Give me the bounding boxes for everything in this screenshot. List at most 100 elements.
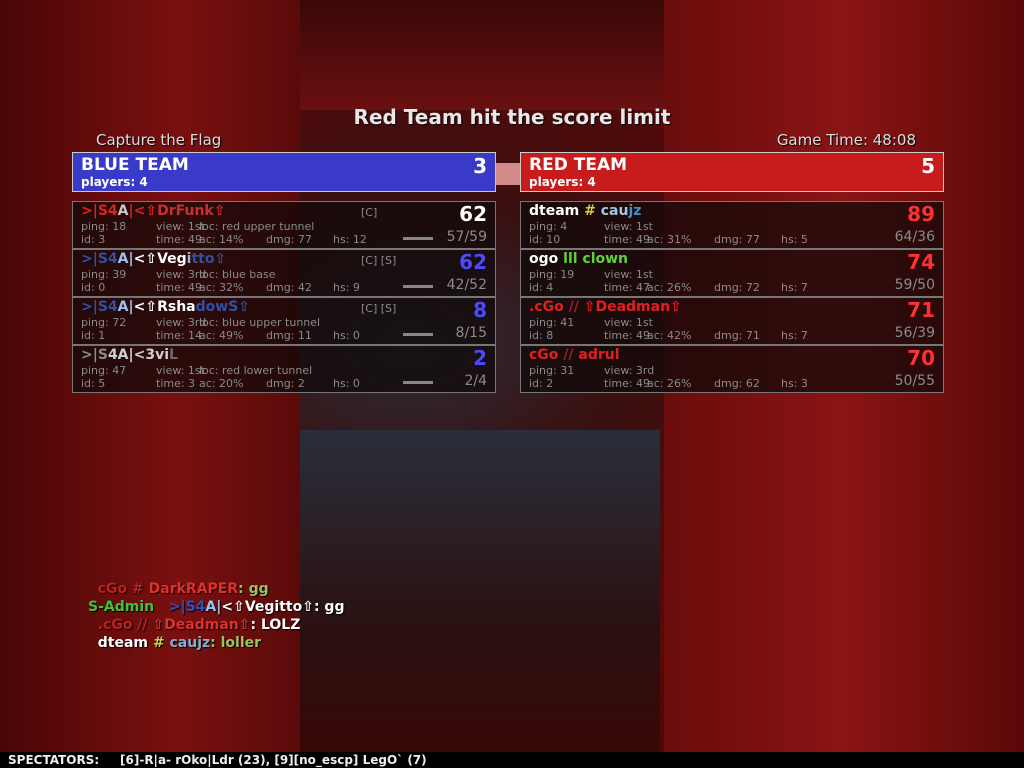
ping-stat: ping: 72: [81, 316, 127, 329]
name-segment: DarkRAPER: [148, 581, 239, 597]
view-stat: view: 3rd: [156, 316, 207, 329]
time-stat: time: 47: [604, 281, 651, 294]
loc-stat: loc: blue base: [199, 268, 276, 281]
name-segment: #: [584, 203, 601, 219]
stats-line-1: ping: 4 view: 1st: [529, 220, 935, 233]
id-stat: id: 3: [81, 233, 106, 246]
kills-deaths: 8/15: [455, 325, 487, 341]
chat-log: cGo # DarkRAPER: gg S-Admin >|S4A|<⇧Vegit…: [88, 580, 344, 652]
id-stat: id: 10: [529, 233, 561, 246]
player-name: >|S4A|<3viL: [81, 347, 487, 364]
player-score: 71: [907, 298, 935, 322]
name-segment: : gg: [238, 581, 269, 597]
id-stat: id: 2: [529, 377, 554, 390]
ac-stat: ac: 31%: [647, 233, 692, 246]
id-stat: id: 1: [81, 329, 106, 342]
player-score: 89: [907, 202, 935, 226]
name-segment: S-Admin: [88, 599, 169, 615]
name-segment: A|: [205, 599, 222, 615]
background-corridor: [300, 430, 660, 768]
spectators-bar: SPECTATORS: [6]-R|a- rOko|Ldr (23), [9][…: [0, 752, 1024, 768]
name-segment: 4A|<3vi: [107, 347, 170, 363]
hs-stat: hs: 5: [781, 233, 808, 246]
time-stat: time: 3: [156, 377, 196, 390]
hs-stat: hs: 3: [781, 377, 808, 390]
game-time: Game Time: 48:08: [776, 131, 916, 149]
ac-stat: ac: 14%: [199, 233, 244, 246]
ac-stat: ac: 26%: [647, 377, 692, 390]
kills-deaths: 2/4: [464, 373, 487, 389]
dmg-stat: dmg: 77: [266, 233, 312, 246]
player-tags: [C]: [361, 206, 378, 219]
player-score: 70: [907, 346, 935, 370]
time-stat: time: 49: [604, 233, 651, 246]
name-segment: <⇧Vegitto⇧: [221, 599, 314, 615]
loc-stat: loc: red lower tunnel: [199, 364, 313, 377]
stats-line-1: ping: 19 view: 1st: [529, 268, 935, 281]
dmg-stat: dmg: 72: [714, 281, 760, 294]
stats-line-2: id: 1 time: 14 ac: 49% dmg: 11 hs: 0: [81, 329, 487, 342]
id-stat: id: 4: [529, 281, 554, 294]
dmg-stat: dmg: 11: [266, 329, 312, 342]
loc-stat: loc: blue upper tunnel: [199, 316, 321, 329]
dmg-stat: dmg: 77: [714, 233, 760, 246]
stats-line-2: id: 10 time: 49 ac: 31% dmg: 77 hs: 5: [529, 233, 935, 246]
kills-deaths: 50/55: [894, 373, 935, 389]
name-segment: ogo: [529, 251, 564, 267]
team-score: 5: [921, 154, 935, 178]
stats-line-1: ping: 47 view: 1st loc: red lower tunnel: [81, 364, 487, 377]
ac-stat: ac: 49%: [199, 329, 244, 342]
kills-deaths: 56/39: [894, 325, 935, 341]
ping-stat: ping: 47: [81, 364, 127, 377]
name-segment: <⇧Veg: [133, 251, 187, 267]
name-segment: ⇧Deadman⇧: [152, 617, 251, 633]
name-segment: dowS⇧: [195, 299, 251, 315]
name-segment: //: [563, 347, 579, 363]
ac-stat: ac: 20%: [199, 377, 244, 390]
dmg-stat: dmg: 2: [266, 377, 305, 390]
name-segment: >|S4: [81, 251, 118, 267]
name-segment: dteam: [529, 203, 585, 219]
ping-stat: ping: 41: [529, 316, 575, 329]
ping-stat: ping: 39: [81, 268, 127, 281]
name-segment: A: [117, 203, 129, 219]
hs-stat: hs: 7: [781, 281, 808, 294]
ping-stat: ping: 4: [529, 220, 568, 233]
name-segment: caujz: [169, 635, 211, 651]
player-score: 8: [473, 298, 487, 322]
player-name: cGo // adrul: [529, 347, 935, 364]
player-tags: [C] [S]: [361, 254, 397, 267]
time-stat: time: 14: [156, 329, 203, 342]
id-stat: id: 8: [529, 329, 554, 342]
weapon-icon: [403, 381, 433, 384]
player-name: dteam # caujz: [529, 203, 935, 220]
view-stat: view: 3rd: [604, 364, 655, 377]
name-segment: : LOLZ: [250, 617, 301, 633]
view-stat: view: 1st: [156, 220, 205, 233]
stats-line-2: id: 4 time: 47 ac: 26% dmg: 72 hs: 7: [529, 281, 935, 294]
ping-stat: ping: 18: [81, 220, 127, 233]
stats-line-2: id: 2 time: 49 ac: 26% dmg: 62 hs: 3: [529, 377, 935, 390]
kills-deaths: 59/50: [894, 277, 935, 293]
name-segment: L: [169, 347, 178, 363]
round-result-title: Red Team hit the score limit: [353, 105, 671, 129]
team-score: 3: [473, 154, 487, 178]
red-team-header: RED TEAM players: 4 5: [520, 152, 944, 192]
name-segment: dteam: [88, 635, 153, 651]
red-team-roster: dteam # caujz 89 64/36 ping: 4 view: 1st id: …: [520, 201, 944, 393]
kills-deaths: 42/52: [446, 277, 487, 293]
name-segment: .cGo //: [88, 617, 153, 633]
spectators-label: SPECTATORS:: [8, 753, 100, 767]
player-score: 2: [473, 346, 487, 370]
dmg-stat: dmg: 42: [266, 281, 312, 294]
header-connector: [496, 163, 520, 185]
player-score: 74: [907, 250, 935, 274]
team-name: RED TEAM: [529, 155, 628, 175]
name-segment: cGo #: [88, 581, 149, 597]
name-segment: .cGo: [529, 299, 569, 315]
player-name: .cGo // ⇧Deadman⇧: [529, 299, 935, 316]
player-score: 62: [459, 202, 487, 226]
name-segment: A|: [117, 251, 134, 267]
weapon-icon: [403, 237, 433, 240]
name-segment: <⇧Rsha: [133, 299, 196, 315]
